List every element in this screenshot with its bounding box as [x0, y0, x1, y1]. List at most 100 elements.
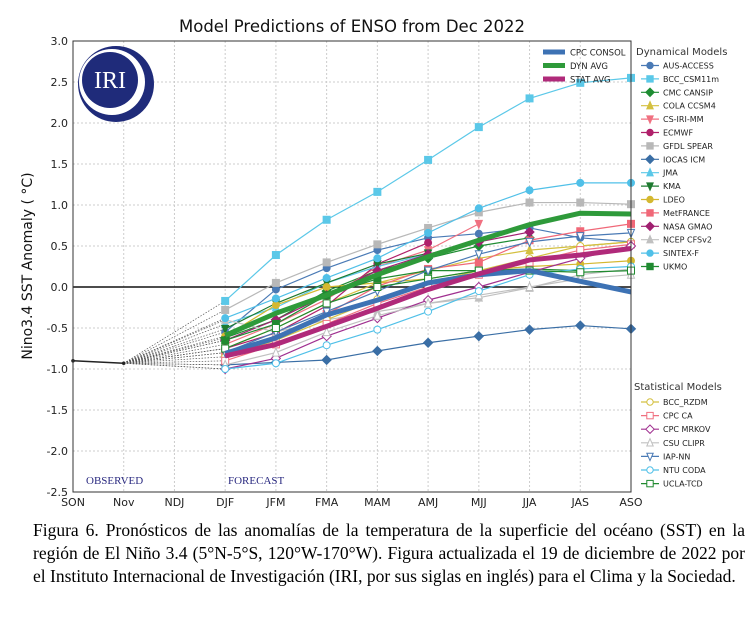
legend-label: STAT AVG	[570, 76, 611, 86]
x-tick-label: NDJ	[164, 496, 184, 509]
x-tick-label: SON	[61, 496, 85, 509]
connector-line	[123, 344, 226, 364]
iri-logo: IRI	[78, 46, 154, 122]
average-line-dyn-avg	[224, 210, 632, 338]
x-tick-label: Nov	[113, 496, 135, 509]
connector-line	[123, 317, 226, 364]
y-tick-label: -2.0	[47, 445, 68, 458]
statistical-legend-title: Statistical Models	[634, 382, 722, 393]
series-bcc-csm11m	[123, 73, 635, 364]
connector-line	[123, 360, 226, 364]
y-tick-label: 0.0	[51, 281, 69, 294]
legend-label: CS-IRI-MM	[663, 115, 704, 124]
legend-marker	[646, 452, 654, 462]
data-point	[373, 187, 382, 196]
data-point	[271, 324, 280, 332]
legend-marker	[646, 100, 654, 110]
data-point	[271, 294, 280, 303]
legend-marker	[645, 221, 655, 232]
legend-label: NTU CODA	[663, 466, 706, 475]
data-point	[322, 299, 331, 308]
legend-marker	[646, 398, 654, 406]
y-tick-label: 3.0	[51, 35, 69, 48]
y-tick-label: 1.0	[51, 199, 69, 212]
svg-text:IRI: IRI	[94, 68, 126, 94]
legend-marker	[646, 195, 654, 204]
plot-frame	[72, 40, 632, 493]
data-point	[524, 226, 535, 238]
data-point	[576, 268, 585, 277]
legend-label: COLA CCSM4	[663, 102, 716, 111]
data-point	[322, 341, 331, 350]
legend-label: IAP-NN	[663, 452, 690, 461]
data-point	[474, 258, 483, 267]
y-tick-label: -1.0	[47, 363, 68, 376]
data-point	[322, 326, 331, 337]
data-point	[474, 250, 484, 260]
connector-line	[123, 352, 226, 364]
data-point	[271, 278, 280, 287]
data-point	[576, 178, 585, 187]
legend-label: AUS-ACCESS	[663, 62, 714, 71]
series-sintex-f	[123, 178, 635, 364]
y-tick-label: 2.0	[51, 117, 69, 130]
data-point	[373, 240, 382, 249]
forecast-label: FORECAST	[228, 475, 285, 487]
series-gfdl-spear	[123, 198, 635, 364]
data-point	[575, 320, 586, 331]
legend-marker	[646, 249, 654, 257]
data-point	[424, 228, 433, 237]
legend-label: LDEO	[663, 196, 685, 205]
data-point	[474, 287, 483, 296]
data-point	[373, 309, 382, 320]
legend-marker	[646, 182, 654, 192]
data-point	[221, 305, 230, 314]
legend-marker	[646, 128, 654, 137]
x-tick-label: ASO	[619, 496, 643, 509]
connector-line	[123, 362, 226, 370]
y-tick-label: 2.5	[51, 76, 69, 89]
data-point	[576, 198, 585, 207]
x-tick-label: DJF	[216, 496, 234, 509]
data-point	[373, 325, 382, 334]
y-tick-label: -1.5	[47, 404, 68, 417]
data-point	[271, 301, 280, 310]
legend-marker	[646, 479, 654, 488]
connector-line	[123, 323, 226, 364]
x-tick-label: JAS	[570, 496, 589, 509]
connector-line	[123, 335, 226, 364]
data-point	[525, 237, 534, 248]
data-point	[424, 238, 433, 247]
legend-label: NCEP CFSv2	[663, 236, 712, 245]
legend-label: BCC_CSM11m	[663, 75, 719, 84]
legend-marker	[646, 411, 654, 420]
legend-label: CPC CONSOL	[570, 49, 626, 59]
legend-label: UCLA-TCD	[663, 480, 703, 489]
legend-label: GFDL SPEAR	[663, 142, 713, 151]
legend-marker	[646, 466, 654, 474]
legend-marker	[645, 424, 655, 435]
y-tick-label: 1.5	[51, 158, 69, 171]
data-point	[322, 258, 331, 267]
data-point	[473, 330, 485, 342]
legend-label: CSU CLIPR	[663, 439, 705, 448]
data-point	[271, 359, 280, 368]
observed-line	[72, 360, 124, 365]
x-tick-label: MAM	[364, 496, 391, 509]
observed-point	[121, 361, 126, 366]
data-point	[271, 285, 280, 294]
x-tick-label: FMA	[315, 496, 339, 509]
enso-chart: Model Predictions of ENSO from Dec 2022 …	[20, 17, 727, 509]
legend-marker	[646, 209, 654, 217]
dynamical-models-legend: Dynamical Models AUS-ACCESS BCC_CSM11m CMC…	[636, 47, 727, 272]
connector-line	[123, 331, 226, 364]
legend-label: IOCAS ICM	[663, 155, 705, 164]
data-point	[220, 324, 230, 335]
data-point	[271, 251, 280, 260]
data-point	[474, 229, 483, 238]
data-point	[221, 365, 230, 373]
legend-label: DYN AVG	[570, 62, 608, 72]
x-tick-label: MJJ	[471, 496, 487, 509]
data-point	[271, 346, 281, 357]
legend-label: NASA GMAO	[663, 222, 712, 231]
